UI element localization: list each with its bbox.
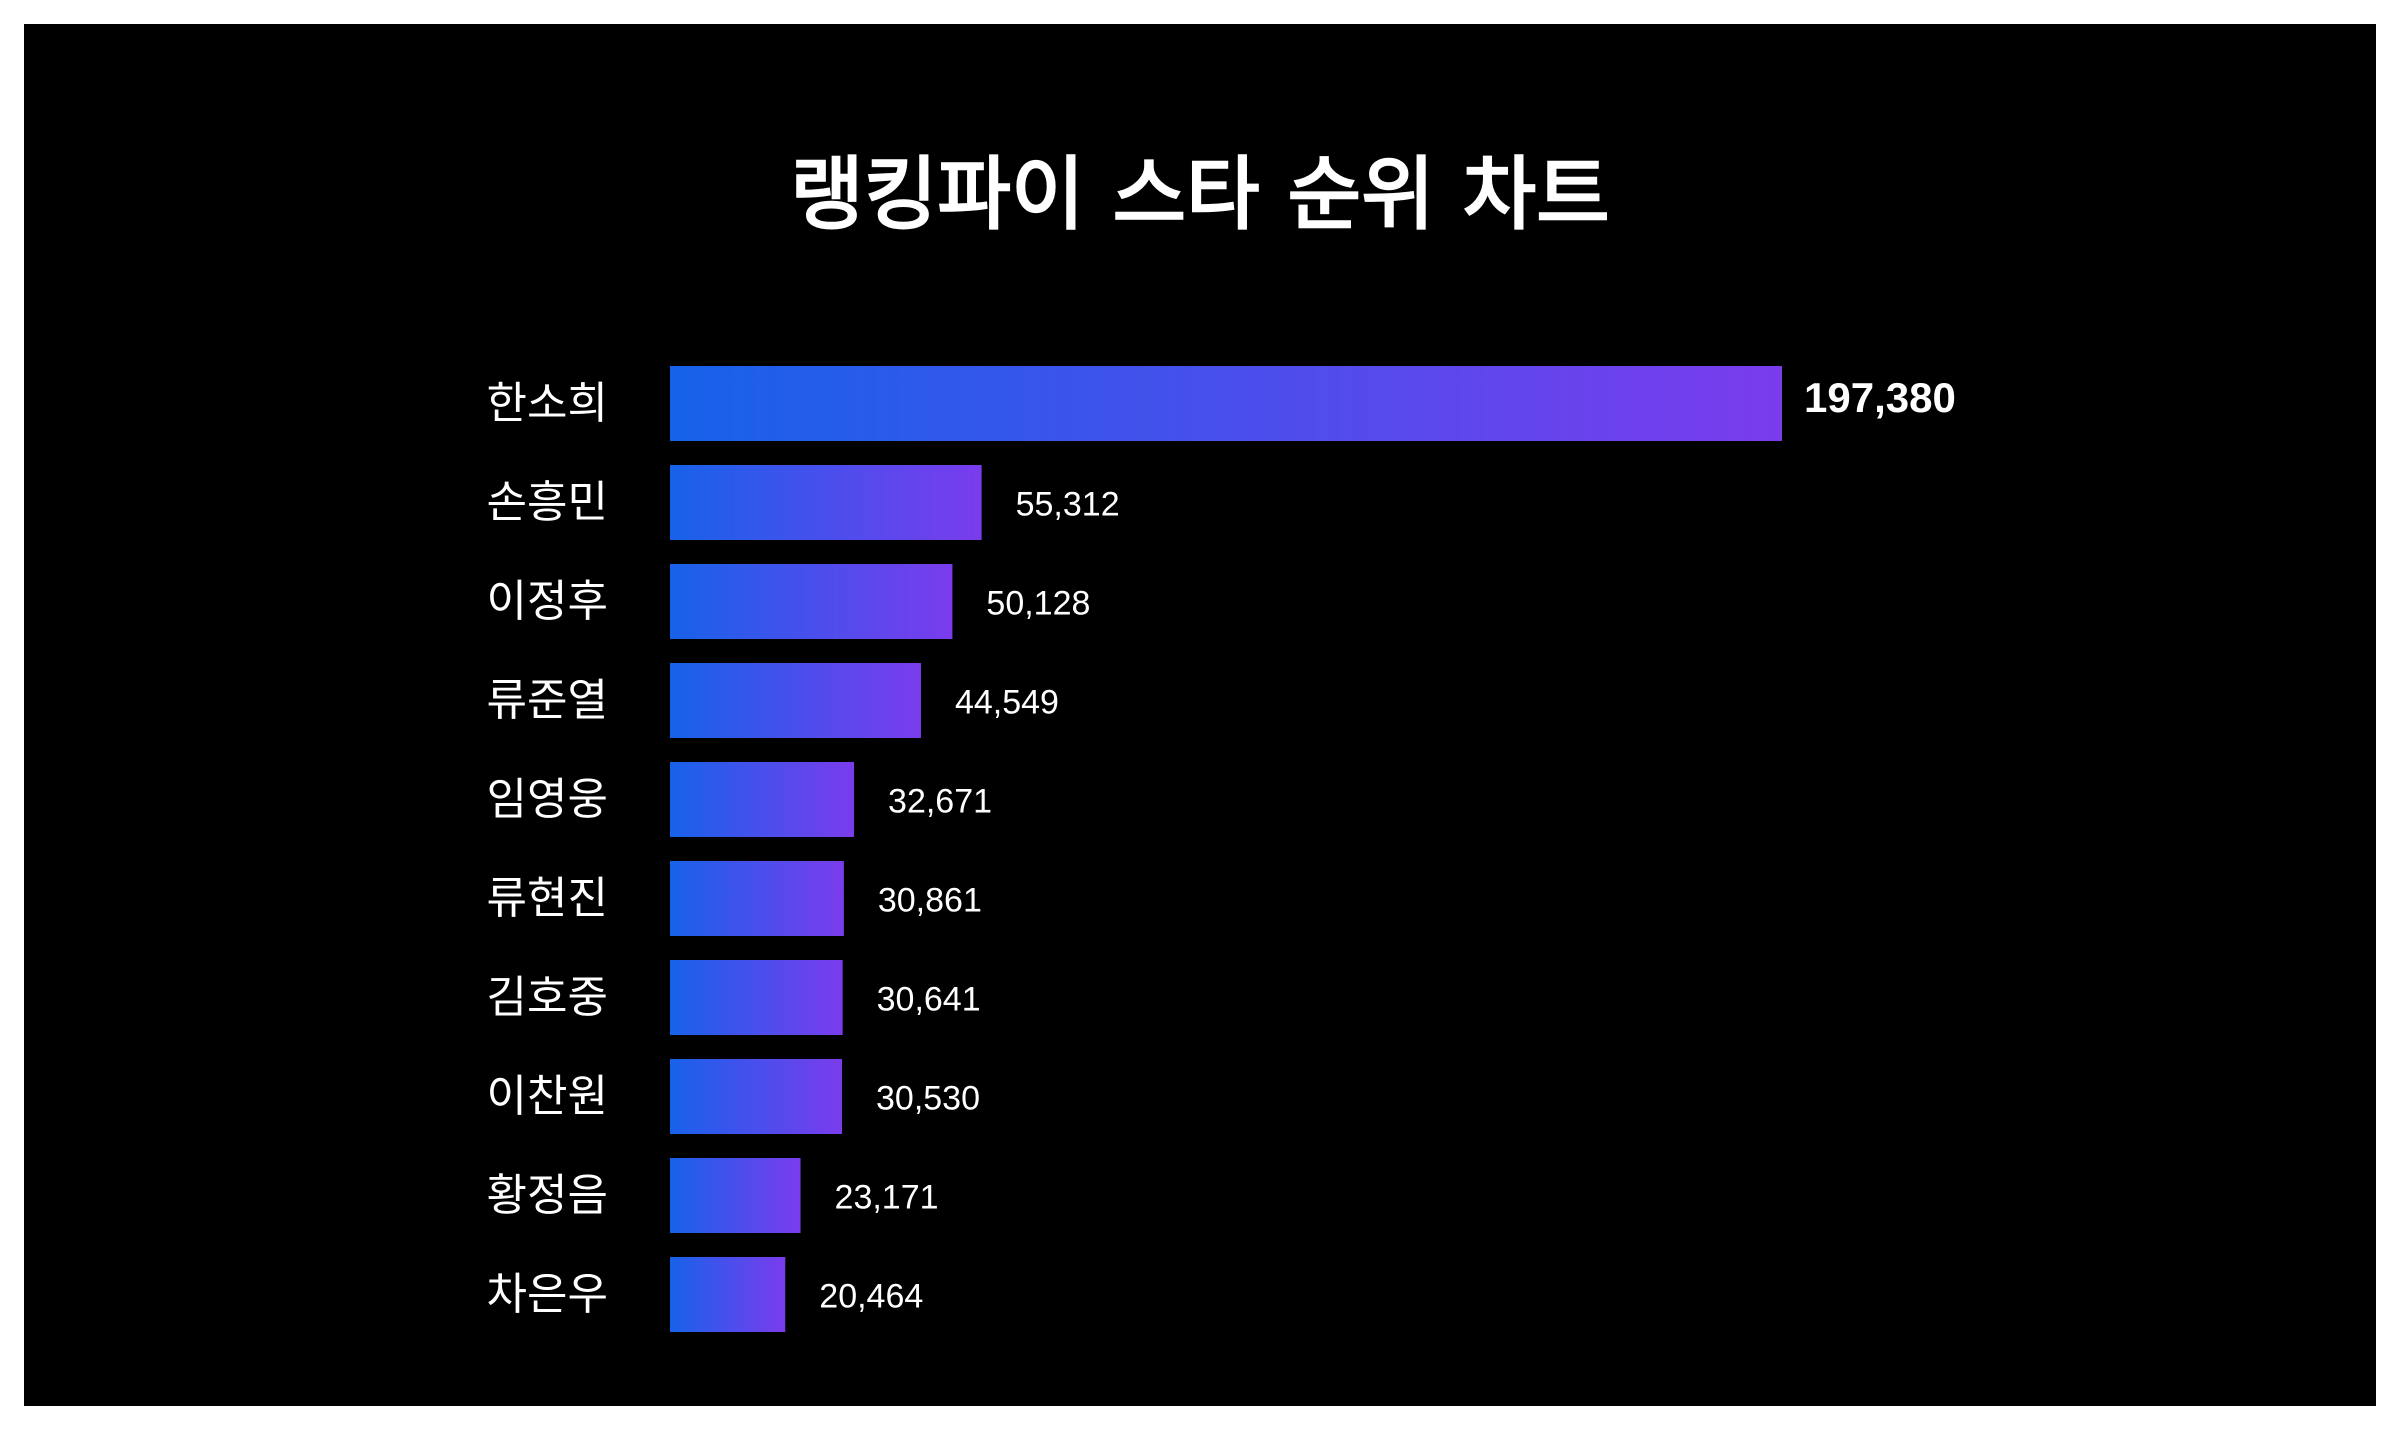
category-label: 김호중 bbox=[487, 972, 608, 1023]
category-label: 손흥민 bbox=[487, 477, 608, 528]
value-label: 30,861 bbox=[878, 882, 982, 920]
bar-1 bbox=[670, 366, 1782, 441]
bars-group: 한소희 197,380 손흥민 55,312 이정후 50,128 류준열 44,549 임영웅… bbox=[487, 366, 1956, 1332]
category-label: 이찬원 bbox=[487, 1071, 608, 1122]
category-label: 한소희 bbox=[487, 378, 608, 429]
value-label: 32,671 bbox=[888, 783, 992, 821]
value-label: 30,641 bbox=[877, 981, 981, 1019]
bar-6 bbox=[670, 861, 844, 936]
value-label: 55,312 bbox=[1016, 486, 1120, 524]
bar-4 bbox=[670, 663, 921, 738]
bar-10 bbox=[670, 1257, 786, 1332]
value-label: 23,171 bbox=[835, 1179, 939, 1217]
bar-9 bbox=[670, 1158, 801, 1233]
category-label: 류현진 bbox=[487, 873, 608, 924]
value-label: 30,530 bbox=[876, 1080, 980, 1118]
value-label: 197,380 bbox=[1804, 374, 1956, 421]
chart-background bbox=[24, 24, 2376, 1406]
value-label: 50,128 bbox=[986, 585, 1090, 623]
value-label: 44,549 bbox=[955, 684, 1059, 722]
category-label: 임영웅 bbox=[487, 774, 608, 825]
bar-5 bbox=[670, 762, 855, 837]
chart-title: 랭킹파이 스타 순위 차트 bbox=[790, 148, 1610, 241]
category-label: 이정후 bbox=[487, 576, 608, 627]
value-label: 20,464 bbox=[819, 1278, 923, 1316]
bar-8 bbox=[670, 1059, 842, 1134]
bar-3 bbox=[670, 564, 953, 639]
category-label: 차은우 bbox=[487, 1269, 608, 1320]
category-label: 황정음 bbox=[487, 1170, 608, 1221]
category-label: 류준열 bbox=[487, 675, 608, 726]
bar-7 bbox=[670, 960, 843, 1035]
bar-2 bbox=[670, 465, 982, 540]
